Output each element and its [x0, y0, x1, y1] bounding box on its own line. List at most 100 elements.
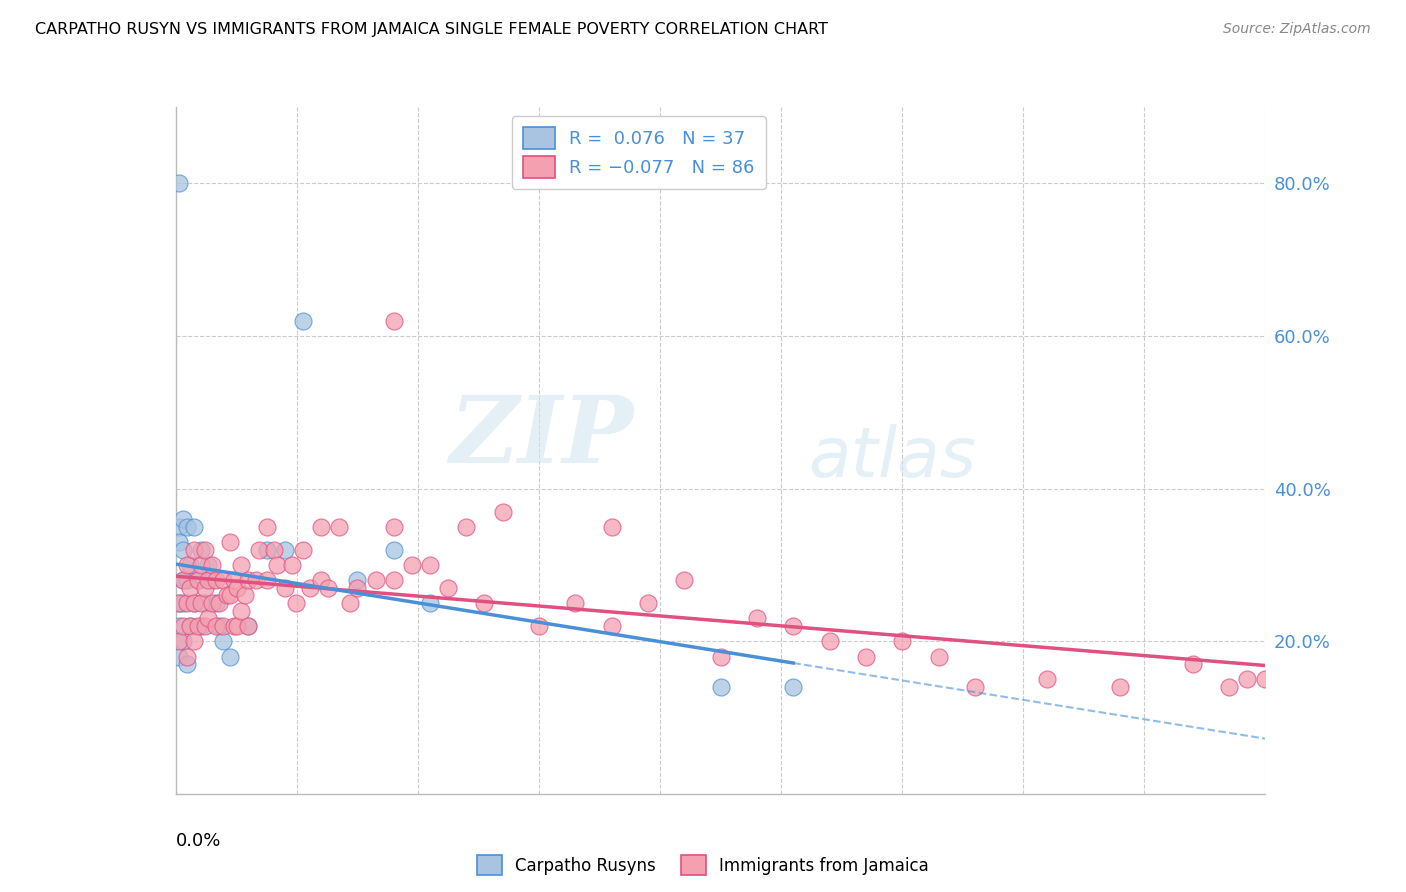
Point — [231, 558, 253, 572]
Point — [419, 558, 441, 572]
Point — [169, 596, 191, 610]
Point — [183, 596, 205, 610]
Point — [169, 520, 191, 534]
Point — [231, 604, 253, 618]
Point — [564, 596, 586, 610]
Point — [364, 573, 387, 587]
Point — [1181, 657, 1204, 672]
Point — [233, 589, 256, 603]
Point — [1236, 673, 1258, 687]
Point — [474, 596, 496, 610]
Point — [238, 619, 260, 633]
Point — [190, 542, 212, 557]
Point — [204, 619, 226, 633]
Point — [194, 596, 217, 610]
Point — [782, 680, 804, 694]
Point — [172, 512, 194, 526]
Point — [328, 520, 350, 534]
Point — [176, 558, 198, 572]
Text: CARPATHO RUSYN VS IMMIGRANTS FROM JAMAICA SINGLE FEMALE POVERTY CORRELATION CHAR: CARPATHO RUSYN VS IMMIGRANTS FROM JAMAIC… — [35, 22, 828, 37]
Point — [183, 596, 205, 610]
Point — [197, 573, 219, 587]
Point — [208, 619, 231, 633]
Point — [201, 558, 224, 572]
Point — [818, 634, 841, 648]
Point — [855, 649, 877, 664]
Point — [382, 542, 405, 557]
Point — [782, 619, 804, 633]
Point — [208, 596, 231, 610]
Point — [891, 634, 914, 648]
Point — [201, 573, 224, 587]
Text: Source: ZipAtlas.com: Source: ZipAtlas.com — [1223, 22, 1371, 37]
Point — [245, 573, 267, 587]
Point — [291, 314, 314, 328]
Point — [419, 596, 441, 610]
Point — [183, 634, 205, 648]
Point — [745, 611, 768, 625]
Point — [201, 596, 224, 610]
Point — [204, 596, 226, 610]
Point — [169, 634, 191, 648]
Text: ZIP: ZIP — [449, 392, 633, 482]
Point — [176, 520, 198, 534]
Point — [291, 542, 314, 557]
Point — [222, 619, 245, 633]
Point — [190, 596, 212, 610]
Point — [190, 558, 212, 572]
Point — [183, 542, 205, 557]
Point — [190, 619, 212, 633]
Point — [212, 619, 235, 633]
Point — [256, 573, 278, 587]
Point — [928, 649, 950, 664]
Point — [339, 596, 361, 610]
Point — [299, 581, 322, 595]
Point — [215, 589, 238, 603]
Point — [309, 573, 332, 587]
Point — [179, 581, 201, 595]
Point — [172, 542, 194, 557]
Point — [274, 542, 297, 557]
Point — [284, 596, 307, 610]
Point — [172, 596, 194, 610]
Point — [437, 581, 460, 595]
Legend: Carpatho Rusyns, Immigrants from Jamaica: Carpatho Rusyns, Immigrants from Jamaica — [468, 847, 938, 884]
Point — [401, 558, 423, 572]
Point — [176, 649, 198, 664]
Point — [1109, 680, 1132, 694]
Point — [197, 611, 219, 625]
Point — [256, 520, 278, 534]
Point — [281, 558, 304, 572]
Point — [256, 542, 278, 557]
Point — [382, 573, 405, 587]
Point — [194, 581, 217, 595]
Point — [176, 657, 198, 672]
Point — [172, 573, 194, 587]
Point — [186, 573, 209, 587]
Point — [194, 619, 217, 633]
Point — [197, 558, 219, 572]
Point — [710, 649, 733, 664]
Point — [179, 619, 201, 633]
Point — [219, 589, 242, 603]
Point — [600, 520, 623, 534]
Point — [169, 619, 191, 633]
Point — [600, 619, 623, 633]
Point — [318, 581, 340, 595]
Text: atlas: atlas — [807, 424, 976, 491]
Point — [346, 573, 368, 587]
Point — [179, 558, 201, 572]
Point — [1218, 680, 1240, 694]
Point — [169, 535, 191, 549]
Point — [1036, 673, 1059, 687]
Point — [176, 596, 198, 610]
Text: 0.0%: 0.0% — [176, 831, 221, 850]
Point — [247, 542, 270, 557]
Point — [238, 619, 260, 633]
Point — [212, 573, 235, 587]
Point — [169, 649, 191, 664]
Point — [179, 619, 201, 633]
Point — [194, 542, 217, 557]
Point — [266, 558, 288, 572]
Point — [219, 649, 242, 664]
